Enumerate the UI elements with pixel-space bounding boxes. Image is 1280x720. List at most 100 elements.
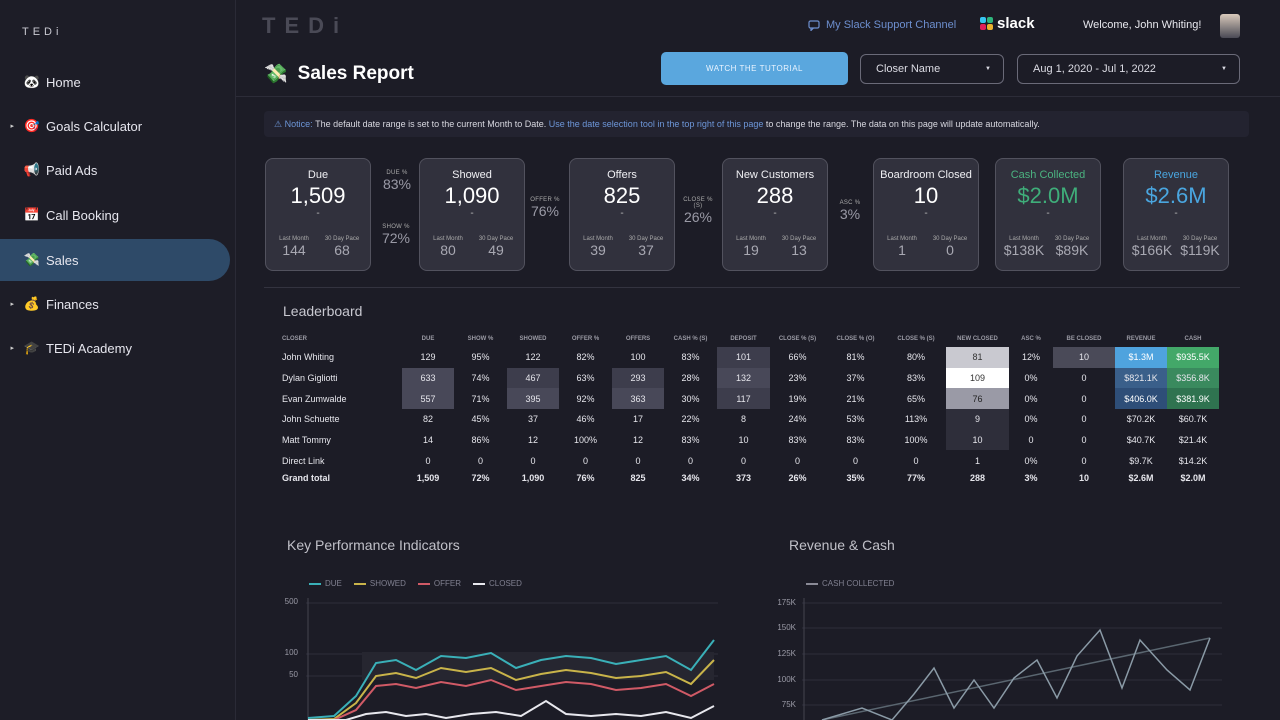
table-cell: 0% — [1024, 373, 1038, 384]
total-cell: 35% — [846, 473, 865, 484]
table-cell: 100% — [904, 435, 928, 446]
table-cell: 22% — [681, 414, 700, 425]
column-header[interactable]: SHOWED — [519, 335, 547, 342]
notice-text: The default date range is set to the cur… — [315, 119, 547, 129]
table-cell: 82 — [422, 414, 433, 425]
sidebar-item-tedi-academy[interactable]: ▸ 🎓 TEDi Academy — [0, 328, 230, 368]
legend-swatch — [473, 582, 485, 585]
pace-value: 37 — [638, 242, 654, 258]
column-header[interactable]: BE CLOSED — [1066, 335, 1102, 342]
kpi-card-title: Boardroom Closed — [880, 169, 972, 181]
sidebar: TEDi 🐼 Home ▸ 🎯 Goals Calculator 📢 Paid … — [0, 0, 236, 720]
column-header[interactable]: CLOSE % (O) — [836, 335, 875, 342]
table-cell: 100 — [630, 352, 646, 363]
total-cell: $2.0M — [1180, 473, 1206, 484]
pace-value: 68 — [334, 242, 350, 258]
notice-text: to change the range. The data on this pa… — [765, 119, 1040, 129]
pace-value: 13 — [791, 242, 807, 258]
table-cell: 132 — [717, 367, 770, 389]
close-pct-indicator: CLOSE % (S) 26% — [678, 197, 718, 225]
table-row[interactable]: Matt Tommy 14 86% 12 100% 12 83% 10 83% 83% 100% 10… — [278, 429, 1219, 451]
y-tick-label: 125K — [777, 649, 796, 658]
legend-item[interactable]: CLOSED — [473, 579, 522, 588]
table-cell: 0 — [1081, 414, 1087, 425]
total-cell: $2.6M — [1128, 473, 1154, 484]
column-header[interactable]: DUE — [421, 335, 435, 342]
column-header[interactable]: ASC % — [1021, 335, 1041, 342]
total-cell: 10 — [1078, 473, 1089, 484]
legend-item[interactable]: OFFER — [417, 579, 461, 588]
last-month-label: Last Month — [279, 236, 309, 242]
column-header[interactable]: DEPOSIT — [730, 335, 757, 342]
notice-banner: ⚠ Notice: The default date range is set … — [264, 111, 1249, 137]
column-header[interactable]: CASH — [1184, 335, 1202, 342]
sidebar-item-paid-ads[interactable]: 📢 Paid Ads — [0, 150, 230, 190]
table-cell: 0 — [1081, 373, 1087, 384]
sidebar-item-sales[interactable]: 💸 Sales — [0, 239, 230, 281]
table-cell: 363 — [612, 388, 664, 410]
table-cell: 83% — [906, 373, 925, 384]
closed-series-line — [308, 699, 715, 720]
table-cell: 24% — [788, 414, 807, 425]
kpi-card-title: Offers — [607, 169, 637, 181]
table-cell: 0 — [740, 455, 746, 466]
column-header[interactable]: CLOSER — [282, 335, 308, 342]
column-header[interactable]: SHOW % — [467, 335, 494, 342]
cash-collected-series-line — [821, 628, 1211, 720]
column-header[interactable]: CLOSE % (S) — [778, 335, 817, 342]
total-cell: 34% — [681, 473, 700, 484]
kpi-card-title: Showed — [452, 169, 492, 181]
avatar[interactable] — [1220, 14, 1240, 38]
table-cell: $356.8K — [1167, 367, 1219, 389]
table-cell: 0 — [425, 455, 431, 466]
date-range-dropdown[interactable]: Aug 1, 2020 - Jul 1, 2022 ▼ — [1017, 54, 1240, 84]
total-cell: 1,509 — [416, 473, 440, 484]
table-row[interactable]: Evan Zumwalde 557 71% 395 92% 363 30% 117 19% 21%… — [278, 388, 1219, 410]
table-cell: $935.5K — [1167, 347, 1219, 368]
slack-support-link[interactable]: My Slack Support Channel — [808, 19, 956, 31]
expand-caret-icon[interactable]: ▸ — [10, 123, 14, 130]
column-header[interactable]: CASH % (S) — [673, 335, 708, 342]
notice-link[interactable]: Use the date selection tool in the top r… — [548, 119, 764, 129]
kpi-card: Due 1,509 - Last Month 30 Day Pace 144 6… — [265, 158, 371, 271]
watch-tutorial-button[interactable]: WATCH THE TUTORIAL — [661, 52, 848, 85]
last-month-value: $166K — [1131, 242, 1173, 258]
kpi-card-value: 10 — [913, 183, 939, 208]
table-cell: 113% — [904, 414, 928, 425]
slack-hash-icon — [980, 17, 993, 30]
column-header[interactable]: OFFER % — [571, 335, 600, 342]
column-header[interactable]: CLOSE % (S) — [897, 335, 935, 342]
column-header[interactable]: REVENUE — [1126, 335, 1156, 342]
column-header[interactable]: OFFERS — [625, 335, 651, 342]
sidebar-item-goals-calculator[interactable]: ▸ 🎯 Goals Calculator — [0, 106, 230, 146]
legend-item[interactable]: SHOWED — [353, 579, 406, 588]
table-cell: 0 — [530, 455, 536, 466]
y-tick-label: 100K — [777, 675, 796, 684]
legend-item[interactable]: DUE — [309, 579, 342, 588]
expand-caret-icon[interactable]: ▸ — [10, 301, 14, 308]
table-cell: 395 — [507, 388, 559, 410]
table-row[interactable]: Direct Link 0 0 0 0 0 0 0 0 0 0 1 0% 0 $9.7K $14.2K — [278, 450, 1219, 471]
table-row[interactable]: Dylan Gigliotti 633 74% 467 63% 293 28% 132 23% 3… — [278, 367, 1219, 389]
table-cell: 557 — [402, 388, 454, 410]
y-tick-label: 50 — [289, 670, 298, 679]
graduation-cap-icon: 🎓 — [23, 340, 41, 355]
date-range-value: Aug 1, 2020 - Jul 1, 2022 — [1033, 63, 1156, 75]
expand-caret-icon[interactable]: ▸ — [10, 345, 14, 352]
total-cell: 72% — [471, 473, 490, 484]
closer-name-dropdown[interactable]: Closer Name ▼ — [860, 54, 1004, 84]
sidebar-item-finances[interactable]: ▸ 💰 Finances — [0, 284, 230, 324]
legend-item[interactable]: CASH COLLECTED — [806, 579, 894, 588]
table-row[interactable]: John Schuette 82 45% 37 46% 17 22% 8 24% 53% 113% 9… — [278, 409, 1219, 430]
table-cell: 95% — [471, 352, 490, 363]
column-header[interactable]: NEW CLOSED — [957, 335, 998, 342]
sidebar-item-home[interactable]: 🐼 Home — [0, 62, 230, 102]
table-row[interactable]: John Whiting 129 95% 122 82% 100 83% 101 66% 81% 8… — [278, 347, 1219, 368]
revenue-chart-legend: CASH COLLECTED — [806, 579, 894, 588]
table-cell: 76 — [946, 388, 1009, 410]
table-cell: 14 — [422, 435, 433, 446]
money-wings-icon: 💸 — [264, 64, 288, 85]
kpi-card-value: 825 — [603, 183, 641, 208]
legend-label: CASH COLLECTED — [822, 579, 895, 588]
sidebar-item-call-booking[interactable]: 📅 Call Booking — [0, 195, 230, 235]
